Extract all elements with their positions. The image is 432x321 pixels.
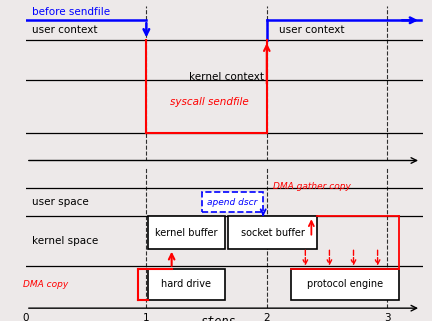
Text: socket buffer: socket buffer <box>241 228 305 238</box>
Text: kernel space: kernel space <box>32 236 98 246</box>
Bar <box>148 216 225 249</box>
Text: kernel buffer: kernel buffer <box>155 228 217 238</box>
Text: before sendfile: before sendfile <box>32 7 110 17</box>
Bar <box>202 192 263 212</box>
Text: protocol engine: protocol engine <box>307 279 383 289</box>
Bar <box>291 269 399 300</box>
Bar <box>228 216 318 249</box>
Text: hard drive: hard drive <box>161 279 211 289</box>
Text: kernel context: kernel context <box>188 72 264 82</box>
Text: steps: steps <box>201 315 236 321</box>
Text: DMA gather copy: DMA gather copy <box>273 182 351 191</box>
Text: user context: user context <box>279 25 344 35</box>
Text: user space: user space <box>32 197 89 207</box>
Text: DMA copy: DMA copy <box>23 280 68 289</box>
Bar <box>148 269 225 300</box>
Text: syscall sendfile: syscall sendfile <box>171 97 249 107</box>
Text: user context: user context <box>32 25 98 35</box>
Text: apend dscr: apend dscr <box>207 198 257 207</box>
